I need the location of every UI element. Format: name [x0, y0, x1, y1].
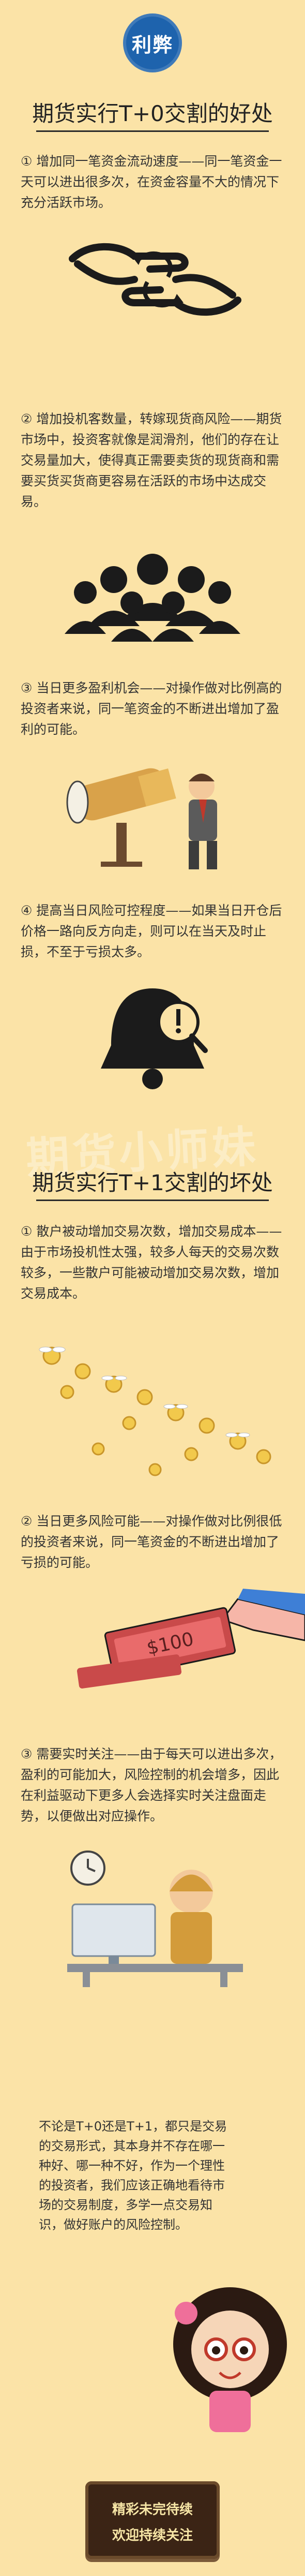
- sign-line-1: 精彩未完待续: [112, 2502, 193, 2518]
- footer-sign: 精彩未完待续 欢迎持续关注: [85, 2481, 220, 2559]
- alarm-bell-icon: [101, 988, 208, 1089]
- crowd-icon: [65, 554, 240, 642]
- topic-badge: 利弊: [123, 13, 182, 72]
- sign-line-2: 欢迎持续关注: [112, 2528, 193, 2543]
- good-point-2: ② 增加投机客数量，转嫁现货商风险——期货市场中，投资客就像是润滑剂，他们的存在…: [21, 411, 282, 509]
- bad-point-2: ② 当日更多风险可能——对操作做对比例很低的投资者来说，同一笔资金的不断进出增加…: [21, 1514, 282, 1570]
- flying-coins-icon: [39, 1346, 271, 1476]
- cartoon-girl-icon: [173, 2287, 287, 2432]
- hands-circulation-icon: [69, 243, 241, 316]
- bad-section-title: 期货实行T+1交割的坏处: [32, 1170, 273, 1195]
- telescope-businessman-icon: [66, 768, 217, 869]
- money-hand-icon: $100: [77, 1589, 305, 1689]
- good-point-1: ① 增加同一笔资金流动速度——同一笔资金一天可以进出很多次，在资金容量不大的情况…: [21, 154, 282, 210]
- conclusion-text: 不论是T+0还是T+1，都只是交易的交易形式，其本身并不存在哪一种好、哪一种不好…: [39, 2119, 227, 2232]
- office-worker-icon: [67, 1850, 243, 1987]
- good-point-4: ④ 提高当日风险可控程度——如果当日开仓后价格一路向反方向走，则可以在当天及时止…: [21, 903, 282, 959]
- good-section-title: 期货实行T+0交割的好处: [32, 101, 273, 126]
- bad-point-3: ③ 需要实时关注——由于每天可以进出多次，盈利的可能加大，风险控制的机会增多，因…: [21, 1746, 282, 1824]
- bad-point-1: ① 散户被动增加交易次数，增加交易成本——由于市场投机性太强，较多人每天的交易次…: [21, 1224, 282, 1301]
- good-point-3: ③ 当日更多盈利机会——对操作做对比例高的投资者来说，同一笔资金的不断进出增加了…: [21, 680, 282, 737]
- badge-label: 利弊: [131, 33, 173, 56]
- title-divider: [36, 1200, 269, 1201]
- title-divider: [36, 130, 269, 132]
